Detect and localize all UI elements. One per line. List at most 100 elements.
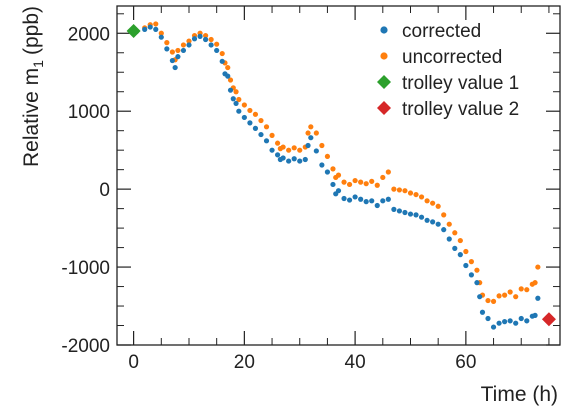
point-corrected: [391, 206, 397, 212]
point-uncorrected: [457, 237, 463, 244]
point-corrected: [158, 34, 164, 40]
point-corrected: [197, 33, 203, 39]
point-uncorrected: [468, 259, 474, 265]
point-corrected: [153, 26, 159, 32]
point-corrected: [313, 148, 319, 154]
point-uncorrected: [241, 102, 247, 108]
legend-label-trolley2: trolley value 2: [402, 99, 519, 120]
point-uncorrected: [319, 142, 325, 149]
point-corrected: [380, 198, 386, 204]
point-corrected: [430, 219, 436, 225]
data-points: [126, 21, 556, 330]
point-uncorrected: [396, 187, 403, 193]
point-uncorrected: [507, 289, 513, 295]
point-corrected: [402, 209, 408, 216]
point-uncorrected: [219, 50, 225, 57]
point-corrected: [227, 87, 234, 93]
point-uncorrected: [153, 21, 159, 27]
point-uncorrected: [352, 177, 358, 184]
point-uncorrected: [308, 124, 314, 130]
legend-label-corrected: corrected: [402, 21, 481, 42]
point-corrected: [302, 156, 308, 163]
point-corrected: [468, 272, 474, 278]
point-corrected: [358, 196, 364, 202]
point-corrected: [502, 319, 508, 325]
point-uncorrected: [247, 107, 253, 114]
point-uncorrected: [391, 186, 397, 192]
point-uncorrected: [496, 293, 502, 299]
point-corrected: [252, 125, 259, 131]
point-uncorrected: [385, 169, 391, 175]
point-trolley-value-2: [541, 312, 556, 327]
point-uncorrected: [513, 294, 519, 300]
y-tick-label: 2000: [68, 24, 110, 45]
y-axis-title-unit: (ppb): [20, 6, 43, 55]
y-tick-label: 1000: [68, 102, 110, 123]
point-uncorrected: [346, 181, 353, 188]
point-corrected: [291, 156, 297, 162]
point-uncorrected: [324, 153, 331, 160]
y-axis-title-subscript: 1: [30, 60, 46, 68]
point-corrected: [335, 188, 342, 194]
plot-frame: [116, 5, 561, 346]
point-uncorrected: [452, 230, 458, 236]
point-corrected: [507, 318, 513, 324]
point-corrected: [208, 42, 214, 48]
point-corrected: [490, 324, 497, 330]
x-axis-title: Time (h): [481, 383, 558, 406]
point-uncorrected: [233, 89, 239, 95]
point-corrected: [424, 217, 430, 223]
point-corrected: [269, 147, 275, 153]
point-corrected: [258, 131, 264, 138]
point-uncorrected: [305, 130, 311, 136]
point-uncorrected: [203, 33, 209, 39]
point-corrected: [308, 135, 314, 141]
point-uncorrected: [175, 47, 181, 54]
point-uncorrected: [214, 41, 220, 47]
point-uncorrected: [485, 297, 491, 304]
point-corrected: [524, 318, 530, 324]
point-uncorrected: [446, 221, 452, 227]
point-corrected: [147, 24, 153, 30]
point-uncorrected: [263, 124, 270, 130]
point-corrected: [180, 47, 187, 54]
point-uncorrected: [169, 49, 175, 55]
point-corrected: [230, 96, 236, 102]
point-uncorrected: [291, 145, 297, 151]
point-uncorrected: [474, 267, 480, 273]
point-corrected: [485, 315, 491, 322]
point-corrected: [186, 42, 192, 48]
point-corrected: [535, 295, 541, 301]
x-tick-label: 40: [345, 352, 366, 373]
point-corrected: [441, 227, 447, 233]
point-corrected: [191, 36, 198, 42]
y-tick-label: -2000: [61, 336, 110, 357]
point-uncorrected: [413, 191, 419, 198]
y-axis-title-main: Relative m: [20, 68, 43, 167]
point-corrected: [413, 212, 419, 218]
point-trolley-value-1: [126, 23, 141, 38]
point-corrected: [324, 169, 331, 175]
point-corrected: [169, 57, 175, 64]
point-corrected: [474, 280, 480, 286]
point-corrected: [385, 196, 391, 202]
point-corrected: [363, 199, 369, 205]
legend-marker-trolley1: [377, 75, 391, 89]
point-uncorrected: [208, 36, 214, 43]
point-uncorrected: [358, 179, 364, 185]
point-uncorrected: [374, 182, 380, 188]
point-corrected: [446, 236, 452, 242]
legend-label-trolley1: trolley value 1: [402, 73, 519, 94]
point-corrected: [330, 181, 336, 188]
point-uncorrected: [164, 40, 170, 46]
y-tick-label: -1000: [61, 258, 110, 279]
point-uncorrected: [435, 203, 441, 209]
point-corrected: [236, 108, 242, 114]
point-uncorrected: [341, 179, 347, 185]
point-uncorrected: [258, 117, 264, 124]
point-corrected: [452, 245, 458, 251]
point-corrected: [518, 315, 524, 322]
point-corrected: [479, 309, 486, 315]
point-corrected: [203, 36, 209, 43]
point-uncorrected: [532, 280, 538, 286]
